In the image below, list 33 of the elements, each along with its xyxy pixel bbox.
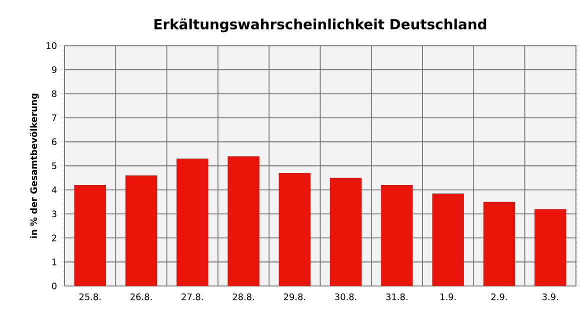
x-tick-label: 27.8. bbox=[182, 294, 203, 300]
y-tick-label: 9 bbox=[52, 66, 56, 74]
y-axis-title: in % der Gesamtbevölkerung bbox=[30, 94, 39, 238]
y-tick-label: 4 bbox=[52, 186, 57, 194]
x-tick-label: 2.9. bbox=[491, 294, 507, 300]
y-tick-label: 8 bbox=[52, 90, 56, 98]
y-tick-label: 3 bbox=[52, 210, 56, 218]
bar bbox=[228, 156, 260, 286]
bar bbox=[74, 185, 106, 286]
x-tick-label: 31.8. bbox=[386, 294, 408, 300]
bar bbox=[432, 194, 464, 286]
y-tick-label: 0 bbox=[52, 282, 56, 290]
x-tick-label: 1.9. bbox=[440, 294, 456, 300]
bar bbox=[381, 185, 413, 286]
chart-title: Erkältungswahrscheinlichkeit Deutschland bbox=[154, 18, 486, 32]
x-tick-label: 30.8. bbox=[335, 294, 356, 300]
y-tick-label: 7 bbox=[52, 114, 56, 122]
y-tick-label: 1 bbox=[52, 258, 56, 266]
bar bbox=[534, 209, 566, 286]
y-tick-label: 2 bbox=[52, 234, 56, 242]
y-tick-label: 6 bbox=[52, 138, 57, 146]
x-tick-label: 25.8. bbox=[79, 294, 101, 300]
y-tick-label: 10 bbox=[46, 42, 56, 50]
x-tick-label: 3.9. bbox=[542, 294, 558, 300]
y-tick-label: 5 bbox=[52, 162, 56, 170]
bar bbox=[176, 158, 208, 286]
x-tick-label: 28.8. bbox=[232, 294, 254, 300]
bar bbox=[278, 173, 311, 286]
x-tick-label: 26.8. bbox=[130, 294, 152, 300]
bar bbox=[483, 202, 516, 286]
bar bbox=[125, 176, 158, 286]
x-tick-label: 29.8. bbox=[284, 294, 306, 300]
bar bbox=[330, 178, 362, 286]
